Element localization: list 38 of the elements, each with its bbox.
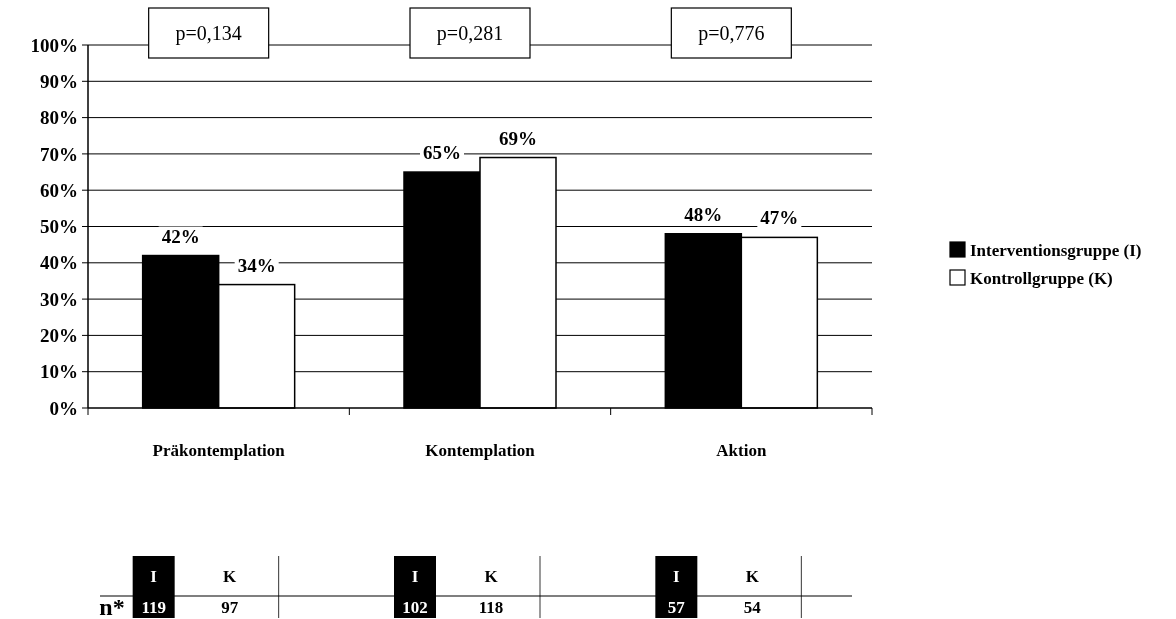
text: K	[745, 566, 760, 586]
text: I	[411, 566, 419, 586]
text: 65%	[423, 142, 461, 164]
text: K	[223, 566, 238, 586]
y-tick-label: 70%	[40, 143, 78, 165]
y-tick-label: 10%	[40, 361, 78, 383]
y-tick-label: 50%	[40, 216, 78, 238]
y-tick-label: 90%	[40, 70, 78, 92]
text: I	[150, 566, 158, 586]
text: 34%	[237, 254, 276, 276]
text: K	[484, 566, 499, 586]
y-tick-label: 40%	[40, 252, 78, 274]
text: 54	[743, 597, 762, 617]
text: p=0,776	[698, 22, 765, 45]
text: I	[673, 566, 681, 586]
y-tick-label: 30%	[40, 288, 78, 310]
text: p=0,134	[175, 22, 242, 45]
text: 69%	[499, 127, 537, 149]
text: 119	[141, 597, 166, 617]
y-tick-label: 0%	[49, 397, 78, 419]
y-tick-label: 60%	[40, 179, 78, 201]
text: 48%	[684, 203, 723, 225]
y-tick-label: 80%	[40, 107, 78, 129]
text: 57	[667, 597, 686, 617]
text: 102	[402, 597, 428, 617]
legend-label: Interventionsgruppe (I)	[970, 240, 1142, 260]
text: 97	[221, 597, 239, 617]
x-tick-label: Präkontemplation	[152, 441, 286, 460]
legend-label: Kontrollgruppe (K)	[970, 268, 1113, 288]
x-tick-label: Aktion	[716, 441, 767, 460]
text: p=0,281	[436, 22, 504, 45]
y-tick-label: 100%	[30, 34, 78, 56]
text: 47%	[760, 207, 799, 229]
x-tick-label: Kontemplation	[425, 441, 536, 460]
text: n*	[99, 594, 125, 619]
y-tick-label: 20%	[40, 325, 78, 347]
text: 42%	[161, 225, 200, 247]
text: 118	[478, 597, 504, 617]
